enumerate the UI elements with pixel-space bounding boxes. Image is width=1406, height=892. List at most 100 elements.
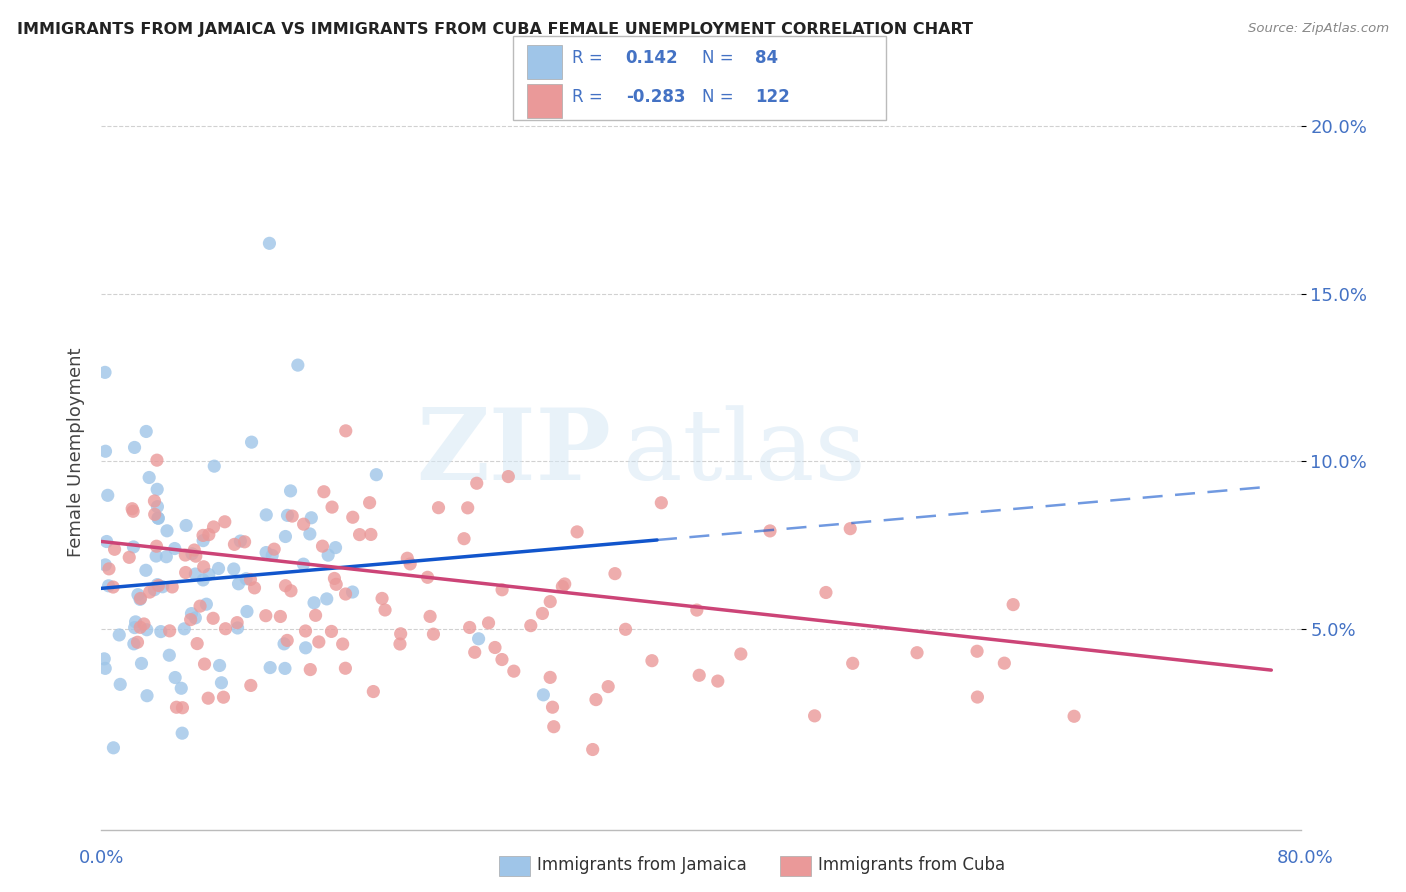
Point [191, 528, 214, 542]
Point [287, 358, 309, 372]
Text: 0.142: 0.142 [626, 49, 678, 67]
Point [145, 539, 167, 553]
Point [103, 542, 125, 557]
Point [202, 459, 225, 474]
Point [122, 540, 145, 554]
Point [191, 533, 214, 548]
Point [183, 543, 205, 558]
Point [207, 561, 229, 575]
Text: 84: 84 [755, 49, 778, 67]
Point [229, 534, 252, 549]
Point [173, 622, 195, 636]
Point [236, 605, 259, 619]
Point [209, 675, 232, 690]
Point [148, 578, 170, 592]
Point [101, 580, 124, 594]
Point [541, 700, 564, 714]
Point [269, 609, 291, 624]
Point [135, 563, 157, 577]
Point [97, 488, 120, 502]
Point [966, 644, 988, 658]
Point [458, 620, 481, 634]
Point [184, 611, 207, 625]
Point [94, 444, 117, 458]
Point [323, 571, 346, 585]
Point [184, 567, 207, 582]
Point [274, 661, 297, 675]
Point [554, 577, 576, 591]
Point [180, 613, 202, 627]
Point [132, 617, 155, 632]
Point [477, 615, 499, 630]
Point [129, 591, 152, 606]
Point [538, 670, 561, 684]
Point [280, 583, 302, 598]
Point [124, 615, 146, 629]
Point [146, 577, 169, 591]
Point [332, 637, 354, 651]
Point [166, 700, 188, 714]
Point [254, 545, 277, 559]
Point [371, 591, 394, 606]
Point [224, 537, 246, 551]
Point [186, 637, 208, 651]
Point [198, 527, 221, 541]
Point [146, 511, 169, 525]
Point [138, 585, 160, 599]
Point [641, 654, 664, 668]
Point [233, 534, 256, 549]
Point [274, 529, 297, 543]
Point [235, 572, 257, 586]
Point [335, 661, 357, 675]
Point [110, 677, 132, 691]
Point [122, 504, 145, 518]
Point [214, 622, 236, 636]
Point [321, 624, 343, 639]
Point [298, 527, 321, 541]
Point [263, 542, 285, 557]
Point [342, 585, 364, 599]
Point [491, 652, 513, 666]
Point [292, 517, 315, 532]
Text: -0.283: -0.283 [626, 88, 685, 106]
Point [281, 509, 304, 524]
Point [198, 567, 221, 582]
Point [138, 470, 160, 484]
Point [152, 580, 174, 594]
Point [93, 652, 115, 666]
Point [302, 596, 325, 610]
Point [129, 620, 152, 634]
Point [170, 681, 193, 696]
Point [172, 700, 194, 714]
Point [464, 645, 486, 659]
Point [585, 692, 607, 706]
Text: Source: ZipAtlas.com: Source: ZipAtlas.com [1249, 22, 1389, 36]
Point [551, 580, 574, 594]
Point [280, 483, 302, 498]
Point [803, 709, 825, 723]
Text: 0.0%: 0.0% [79, 849, 124, 867]
Point [484, 640, 506, 655]
Point [155, 549, 177, 564]
Point [905, 646, 928, 660]
Point [97, 579, 120, 593]
Point [136, 689, 159, 703]
Point [156, 524, 179, 538]
Point [565, 524, 588, 539]
Point [135, 425, 157, 439]
Point [212, 690, 235, 705]
Point [259, 660, 281, 674]
Point [1063, 709, 1085, 723]
Point [202, 520, 225, 534]
Point [531, 688, 554, 702]
Point [538, 594, 561, 608]
Point [108, 628, 131, 642]
Point [396, 551, 419, 566]
Point [240, 435, 263, 450]
Point [759, 524, 782, 538]
Point [262, 549, 284, 563]
Point [228, 576, 250, 591]
Point [299, 510, 322, 524]
Text: R =: R = [572, 49, 603, 67]
Point [239, 573, 262, 587]
